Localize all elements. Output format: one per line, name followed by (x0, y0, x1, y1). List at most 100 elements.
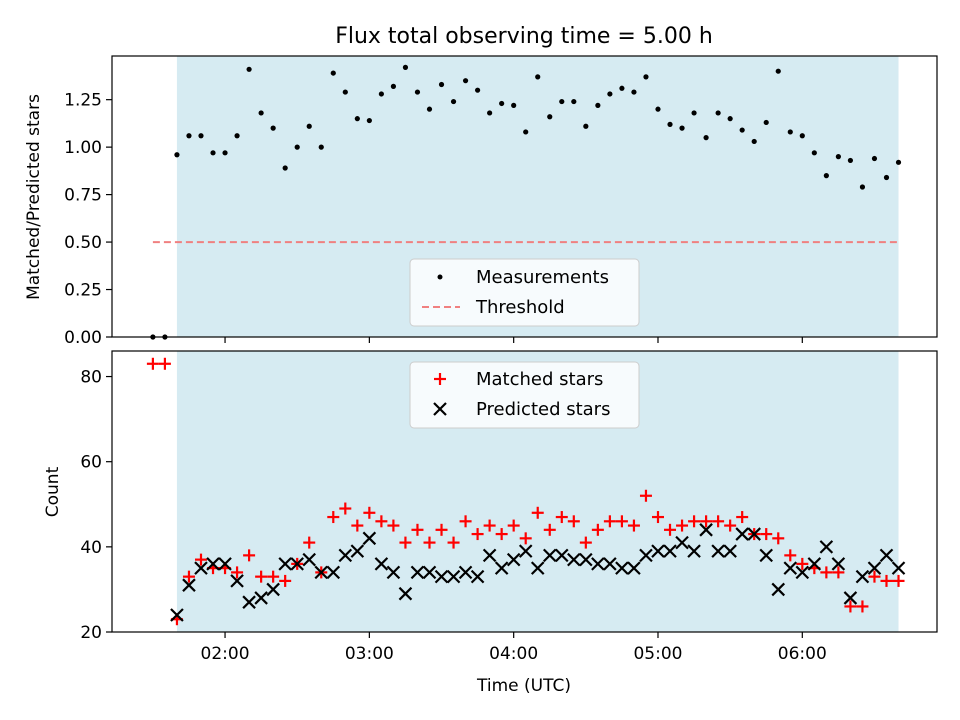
matched-star-point (411, 523, 424, 536)
x-tick-label: 03:00 (345, 644, 394, 664)
measurement-point (330, 70, 336, 76)
matched-star-point (182, 570, 195, 583)
predicted-star-point (615, 561, 629, 575)
top-ylabel: Matched/Predicted stars (24, 94, 44, 300)
y-tick-label: 40 (80, 538, 102, 558)
matched-star-point (603, 515, 616, 528)
predicted-star-point (687, 544, 701, 558)
predicted-star-point (627, 561, 641, 575)
matched-legend-marker (434, 373, 446, 385)
measurement-point (294, 144, 300, 150)
predicted-star-point (194, 561, 208, 575)
matched-star-point (363, 506, 376, 519)
matched-star-point (639, 489, 652, 502)
top-panel: 0.00 0.25 0.50 0.75 1.00 1.25 Matched/Predict… (24, 55, 938, 348)
predicted-star-point (218, 557, 232, 571)
top-axes-frame (111, 55, 938, 338)
matched-star-point (543, 523, 556, 536)
measurement-point (378, 91, 384, 97)
measurement-point (883, 174, 890, 181)
matched-star-point (856, 600, 869, 613)
matched-star-point (868, 570, 881, 583)
predicted-star-point (458, 565, 473, 580)
x-tick-label: 05:00 (633, 644, 682, 664)
predicted-star-point (434, 569, 449, 584)
measurement-point (198, 133, 204, 139)
measurement-legend-label: Measurements (476, 267, 609, 288)
predicted-star-point (711, 544, 725, 558)
y-tick-label: 1.00 (64, 138, 102, 158)
matched-star-point (567, 515, 580, 528)
matched-star-point (736, 511, 749, 524)
measurement-point (366, 117, 372, 124)
predicted-star-point (302, 552, 317, 567)
measurement-point (246, 66, 252, 72)
measurement-point (234, 133, 240, 139)
measurement-point (871, 155, 878, 162)
matched-star-point (303, 536, 316, 549)
measurement-point (426, 106, 433, 112)
matched-star-point (627, 519, 640, 532)
matched-star-point (519, 532, 532, 545)
bottom-panel: 20 40 60 80 02:00 03:00 04:00 05:00 06:00 Count… (43, 350, 938, 696)
measurement-point (595, 102, 601, 108)
predicted-star-point (518, 544, 533, 558)
matched-star-point (471, 528, 484, 541)
measurement-point (691, 110, 697, 116)
matched-star-point (327, 511, 340, 524)
matched-star-point (591, 523, 604, 536)
matched-star-point (651, 511, 664, 524)
predicted-star-point (783, 561, 798, 575)
predicted-star-point (567, 552, 581, 567)
bottom-axes-frame (111, 350, 938, 633)
measurement-point (787, 129, 793, 135)
matched-star-point (760, 528, 773, 541)
bottom-xlabel: Time (UTC) (476, 676, 571, 696)
matched-star-point (375, 515, 388, 528)
matched-star-point (495, 528, 508, 541)
matched-star-point (784, 549, 797, 562)
matched-star-point (712, 515, 725, 528)
predicted-star-point (723, 544, 737, 558)
predicted-star-point (338, 548, 353, 563)
matched-star-point (423, 536, 436, 549)
predicted-star-point (555, 548, 569, 563)
y-tick-label: 0.00 (64, 328, 102, 348)
measurement-point (318, 144, 324, 150)
matched-star-point (772, 532, 785, 545)
measurement-point (390, 83, 397, 89)
measurement-point (715, 110, 721, 116)
matched-star-point (483, 519, 496, 532)
predicted-star-point (446, 569, 461, 584)
measurement-point (823, 173, 829, 179)
measurement-point (511, 102, 517, 108)
x-tick-label: 04:00 (489, 644, 538, 664)
matched-star-point (194, 553, 207, 566)
matched-star-point (820, 566, 833, 579)
matched-star-point (880, 574, 893, 587)
matched-star-point (146, 357, 159, 370)
measurement-point (462, 78, 469, 84)
bottom-ylabel: Count (43, 466, 63, 517)
measurement-point (186, 133, 192, 139)
x-tick-label: 02:00 (201, 644, 250, 664)
measurement-point (619, 85, 625, 91)
measurement-point (270, 125, 276, 131)
predicted-star-point (362, 531, 377, 546)
matched-star-point (892, 574, 905, 587)
predicted-star-point (891, 561, 906, 575)
y-tick-label: 0.50 (64, 233, 102, 253)
matched-star-point (844, 600, 857, 613)
measurement-point (487, 110, 493, 116)
measurement-legend-marker (437, 274, 443, 280)
x-tick-label: 06:00 (778, 644, 827, 664)
y-tick-label: 1.25 (64, 91, 102, 111)
measurement-point (607, 91, 613, 97)
measurement-point (667, 121, 673, 127)
measurement-point (354, 116, 360, 122)
matched-star-point (688, 515, 701, 528)
predicted-star-point (603, 557, 617, 571)
matched-star-point (664, 523, 677, 536)
predicted-star-point (278, 557, 292, 571)
